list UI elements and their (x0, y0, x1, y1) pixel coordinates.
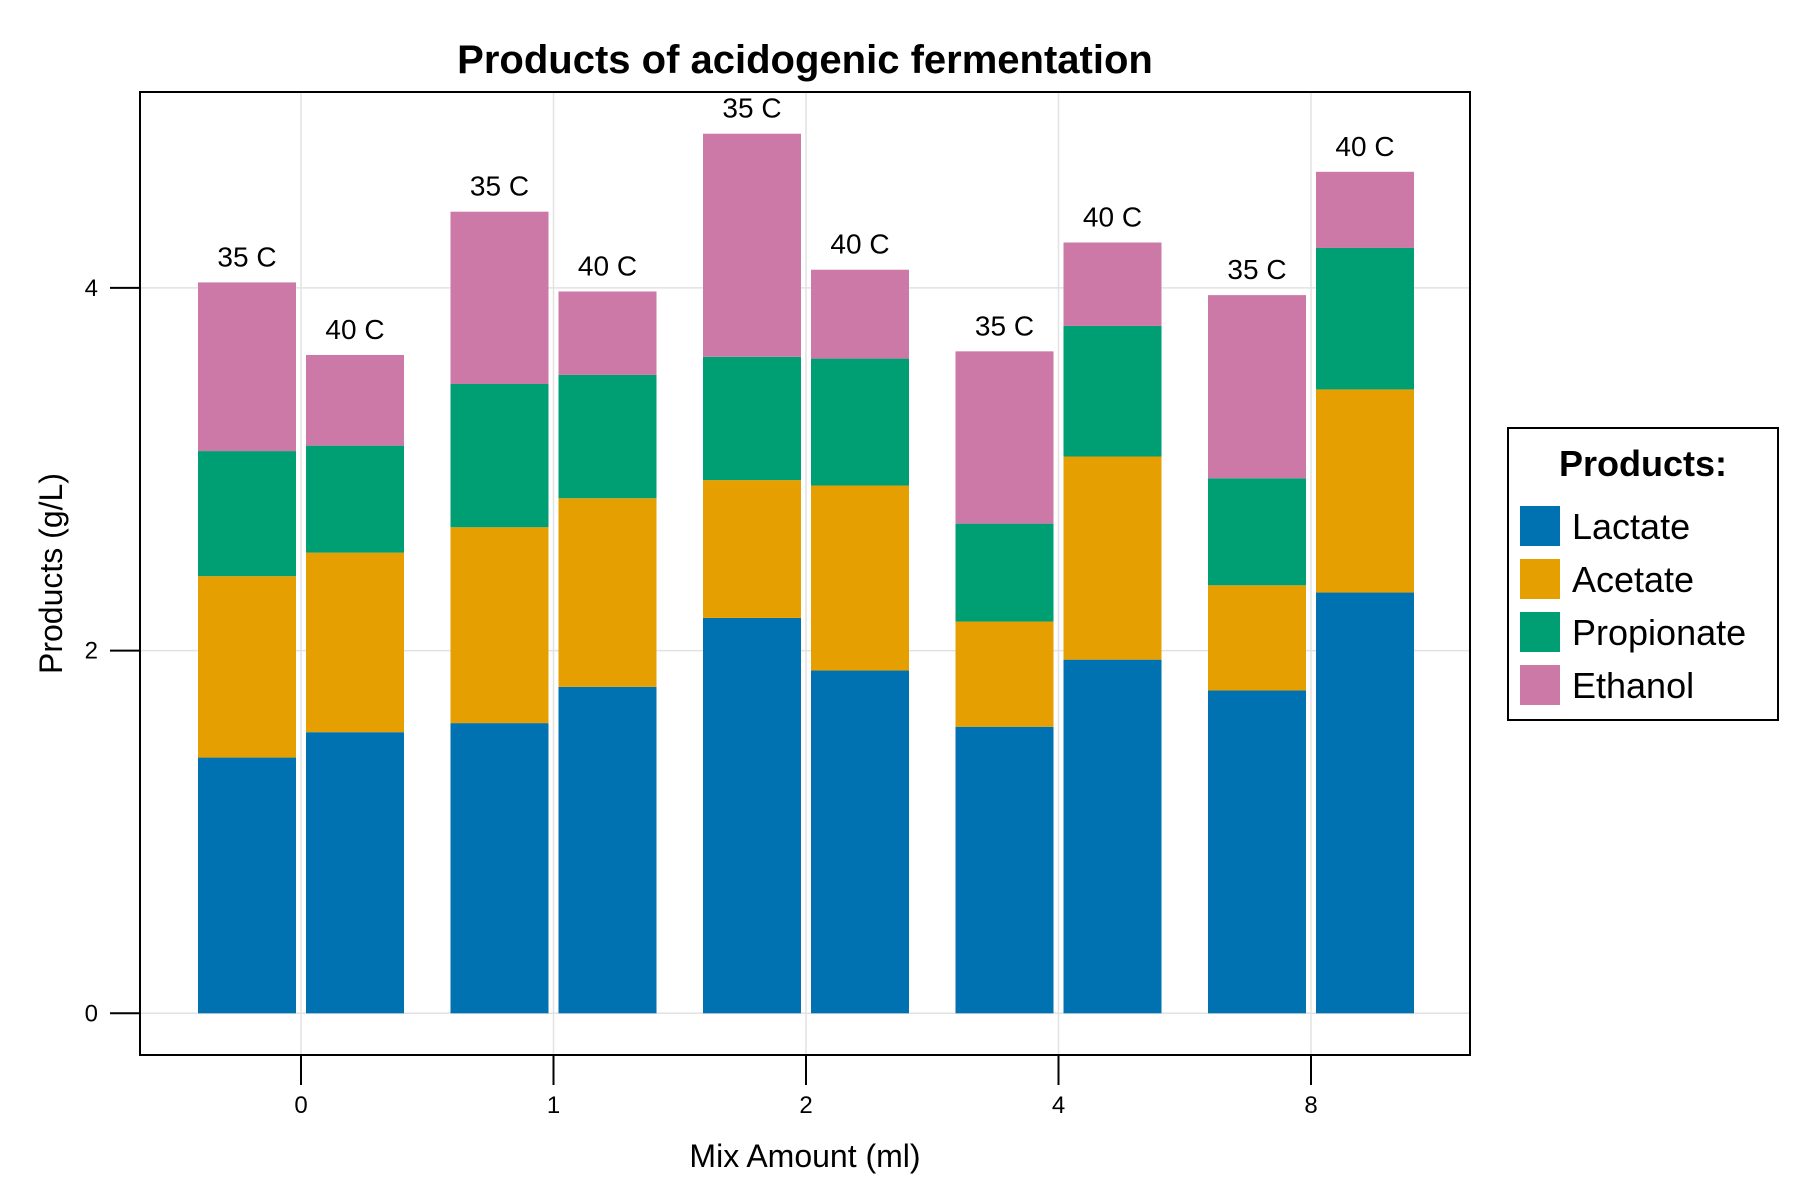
bar-segment-ethanol (450, 211, 549, 384)
legend-label-acetate: Acetate (1572, 559, 1694, 600)
bar-group-label: 35 C (975, 310, 1034, 341)
bar-segment-ethanol (703, 133, 801, 357)
legend-label-lactate: Lactate (1572, 506, 1690, 547)
bar-segment-propionate (811, 358, 909, 486)
legend-swatch-ethanol (1520, 665, 1560, 705)
bar-segment-lactate (955, 726, 1054, 1014)
x-tick-label: 1 (547, 1092, 560, 1119)
bar-group-label: 35 C (217, 241, 276, 272)
bar-segment-lactate (198, 757, 296, 1014)
legend-swatch-propionate (1520, 612, 1560, 652)
bar-segment-ethanol (1208, 295, 1306, 479)
bar-segment-lactate (558, 686, 657, 1014)
bar-segment-propionate (558, 374, 657, 499)
bar-segment-lactate (1063, 659, 1162, 1014)
bar-segment-propionate (306, 445, 404, 553)
x-tick-label: 4 (1052, 1092, 1065, 1119)
bar-segment-ethanol (198, 282, 296, 452)
bar-group-label: 40 C (325, 314, 384, 345)
x-tick-label: 8 (1304, 1092, 1317, 1119)
bar-segment-lactate (1316, 592, 1414, 1014)
x-axis-label: Mix Amount (ml) (689, 1138, 920, 1174)
bar-segment-ethanol (1316, 171, 1414, 248)
bar-segment-propionate (703, 356, 801, 481)
bar-segment-ethanol (306, 354, 404, 446)
bar-segment-acetate (1316, 389, 1414, 593)
bar-segment-propionate (955, 523, 1054, 622)
legend-items: Lactate Acetate Propionate Ethanol (1520, 506, 1746, 706)
y-tick-label: 4 (85, 275, 98, 302)
bar-segment-lactate (306, 732, 404, 1014)
bar-segment-propionate (450, 383, 549, 528)
bar-group-label: 35 C (1227, 254, 1286, 285)
bar-segment-lactate (1208, 690, 1306, 1014)
bar-group-label: 40 C (1083, 202, 1142, 233)
y-tick-label: 0 (85, 1000, 98, 1027)
bar-segment-lactate (811, 670, 909, 1014)
axis-ticks: 0 2 4 0 1 2 4 8 (85, 275, 1318, 1119)
bar-segment-acetate (198, 576, 296, 758)
bar-segment-propionate (1063, 325, 1162, 457)
bar-segment-acetate (558, 498, 657, 687)
bar-segment-acetate (811, 485, 909, 671)
bar-segment-acetate (306, 552, 404, 733)
legend-swatch-lactate (1520, 506, 1560, 546)
x-tick-label: 0 (294, 1092, 307, 1119)
legend-label-ethanol: Ethanol (1572, 665, 1694, 706)
y-tick-label: 2 (85, 638, 98, 665)
bar-segment-ethanol (955, 351, 1054, 524)
legend-title: Products: (1559, 443, 1727, 484)
bar-segment-lactate (703, 617, 801, 1014)
legend-swatch-acetate (1520, 559, 1560, 599)
bar-segment-acetate (703, 480, 801, 618)
bar-group-label: 40 C (578, 250, 637, 281)
bar-segment-propionate (1316, 247, 1414, 390)
bar-group-label: 40 C (1335, 131, 1394, 162)
bar-labels: 35 C 40 C 35 C 40 C 35 C 40 C 35 C 40 C 35 C 40 C (217, 93, 1394, 345)
bar-segment-acetate (955, 621, 1054, 727)
bar-segment-propionate (1208, 478, 1306, 586)
bar-segment-propionate (198, 451, 296, 577)
bar-segment-acetate (1063, 456, 1162, 660)
bar-group-label: 35 C (470, 171, 529, 202)
bar-segment-ethanol (811, 269, 909, 359)
y-axis-label: Products (g/L) (33, 473, 69, 674)
bar-group-label: 40 C (830, 229, 889, 260)
bars (198, 133, 1414, 1014)
legend: Products: Lactate Acetate Propionate Ethano… (1507, 427, 1779, 721)
chart-title: Products of acidogenic fermentation (457, 38, 1153, 82)
bar-group-label: 35 C (722, 93, 781, 124)
bar-segment-ethanol (558, 291, 657, 375)
bar-segment-acetate (1208, 585, 1306, 691)
legend-label-propionate: Propionate (1572, 612, 1746, 653)
bar-segment-ethanol (1063, 242, 1162, 326)
bar-segment-acetate (450, 527, 549, 724)
bar-segment-lactate (450, 723, 549, 1014)
x-tick-label: 2 (799, 1092, 812, 1119)
